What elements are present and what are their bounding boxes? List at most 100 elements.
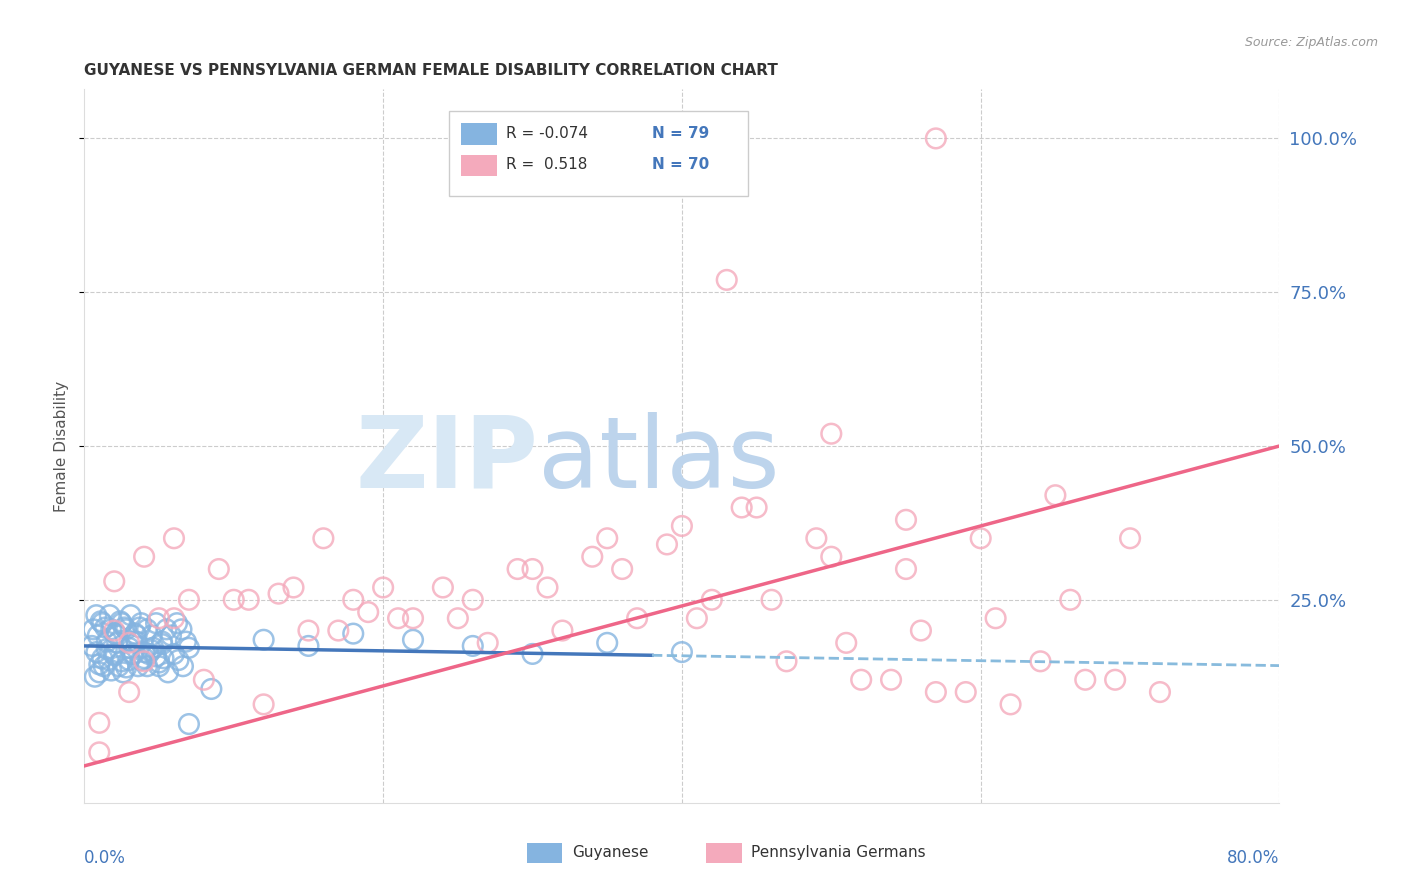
Point xyxy=(1119,531,1142,545)
Point xyxy=(955,685,977,699)
Text: N = 70: N = 70 xyxy=(652,157,709,171)
Point xyxy=(91,651,114,665)
Text: Source: ZipAtlas.com: Source: ZipAtlas.com xyxy=(1244,36,1378,49)
Point xyxy=(193,673,215,687)
Text: atlas: atlas xyxy=(538,412,780,508)
Point xyxy=(145,616,167,631)
Point xyxy=(1045,488,1067,502)
Point xyxy=(174,634,197,648)
Point xyxy=(1104,673,1126,687)
Point xyxy=(163,647,186,661)
Text: R = -0.074: R = -0.074 xyxy=(506,126,588,141)
Point xyxy=(387,611,409,625)
Bar xyxy=(461,155,496,177)
Point xyxy=(114,620,136,634)
Point xyxy=(167,653,190,667)
Point xyxy=(89,745,111,759)
Point xyxy=(283,581,305,595)
Point xyxy=(612,562,634,576)
Point xyxy=(177,640,200,655)
Bar xyxy=(527,844,562,863)
Point xyxy=(522,647,544,661)
Point xyxy=(1149,685,1171,699)
Point xyxy=(806,531,828,545)
Point xyxy=(112,665,135,680)
Point xyxy=(103,647,125,661)
Text: Pennsylvania Germans: Pennsylvania Germans xyxy=(751,846,925,860)
Point xyxy=(925,131,948,145)
Point xyxy=(132,549,156,564)
Point xyxy=(152,651,174,665)
Point xyxy=(432,581,454,595)
Point xyxy=(342,626,364,640)
Bar xyxy=(706,844,742,863)
Point xyxy=(132,654,156,668)
Point xyxy=(136,659,159,673)
Point xyxy=(312,531,335,545)
Point xyxy=(163,611,186,625)
Point xyxy=(200,681,222,696)
Point xyxy=(148,611,170,625)
Point xyxy=(103,574,125,589)
Point xyxy=(128,620,150,634)
Point xyxy=(700,592,723,607)
Point xyxy=(536,581,558,595)
Text: 0.0%: 0.0% xyxy=(84,849,127,867)
Point xyxy=(177,592,200,607)
Point xyxy=(89,715,111,730)
Point xyxy=(82,623,104,637)
FancyBboxPatch shape xyxy=(449,111,748,196)
Point xyxy=(686,611,709,625)
Point xyxy=(118,640,141,655)
Point xyxy=(148,659,170,673)
Point xyxy=(105,628,128,642)
Point xyxy=(522,562,544,576)
Point xyxy=(731,500,754,515)
Point xyxy=(163,531,186,545)
Point xyxy=(94,620,117,634)
Point xyxy=(150,634,173,648)
Point xyxy=(89,665,111,680)
Point xyxy=(96,634,118,648)
Point xyxy=(132,645,156,659)
Point xyxy=(820,549,842,564)
Point xyxy=(141,628,163,642)
Point xyxy=(297,639,319,653)
Point xyxy=(115,660,138,674)
Point xyxy=(122,647,145,661)
Point xyxy=(111,654,134,668)
Point xyxy=(155,623,177,637)
Point xyxy=(177,717,200,731)
Point xyxy=(110,615,132,629)
Point xyxy=(142,640,165,655)
Text: 80.0%: 80.0% xyxy=(1227,849,1279,867)
Point xyxy=(115,623,138,637)
Point xyxy=(97,653,120,667)
Point xyxy=(671,519,693,533)
Point xyxy=(127,659,149,673)
Point xyxy=(100,664,122,678)
Point xyxy=(172,659,194,673)
Point xyxy=(104,626,127,640)
Point xyxy=(342,592,364,607)
Y-axis label: Female Disability: Female Disability xyxy=(53,380,69,512)
Point xyxy=(970,531,993,545)
Point xyxy=(357,605,380,619)
Point xyxy=(157,665,180,680)
Point xyxy=(121,634,143,648)
Point xyxy=(118,636,141,650)
Point xyxy=(83,670,105,684)
Point xyxy=(148,656,170,670)
Point xyxy=(125,634,148,648)
Point xyxy=(103,648,125,662)
Point xyxy=(222,592,245,607)
Point xyxy=(267,587,290,601)
Point xyxy=(238,592,260,607)
Point xyxy=(93,659,115,673)
Point xyxy=(655,537,678,551)
Point xyxy=(118,685,141,699)
Point xyxy=(745,500,768,515)
Point xyxy=(910,624,932,638)
Point xyxy=(87,628,110,642)
Point xyxy=(138,647,160,661)
